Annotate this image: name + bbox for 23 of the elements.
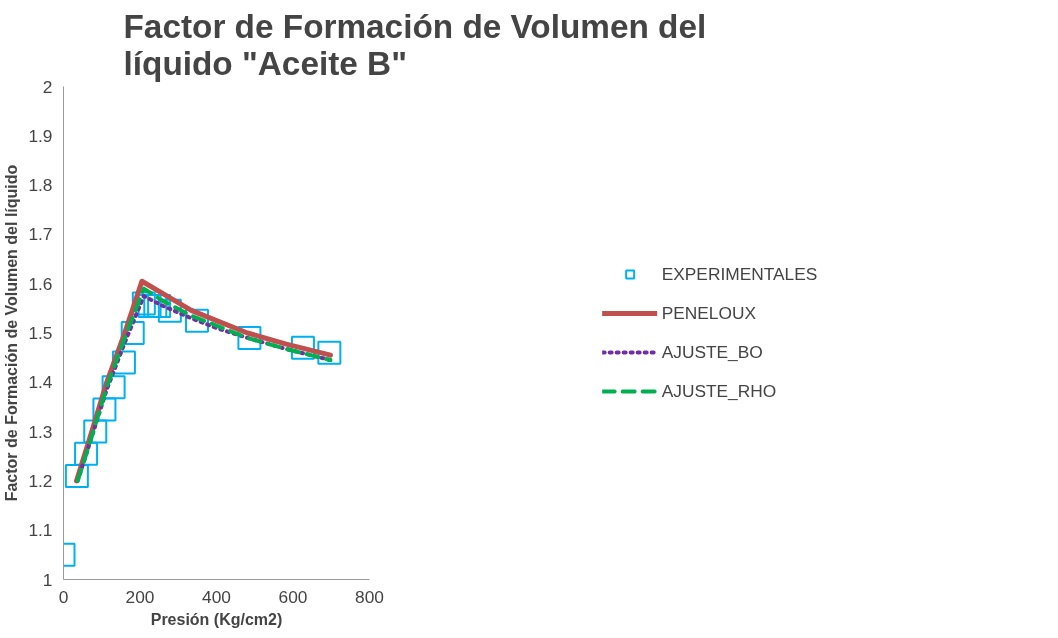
x-tick-label: 600 xyxy=(278,586,308,607)
y-tick-label: 1.7 xyxy=(28,224,53,245)
x-axis-title: Presión (Kg/cm2) xyxy=(150,610,283,628)
y-tick-label: 1.3 xyxy=(28,421,53,442)
y-tick-label: 1.4 xyxy=(28,372,53,393)
legend-label: EXPERIMENTALES xyxy=(661,263,818,285)
y-tick-label: 2 xyxy=(42,76,53,97)
legend-label: AJUSTE_RHO xyxy=(661,380,777,402)
x-tick-label: 800 xyxy=(355,586,384,607)
y-tick-label: 1.1 xyxy=(28,520,53,541)
y-axis-title: Factor de Formación de Volumen del líquido xyxy=(3,164,21,502)
x-tick-label: 200 xyxy=(125,586,155,607)
chart-title: Factor de Formación de Volumen del líquido "Aceite B" xyxy=(123,7,707,82)
y-tick-label: 1 xyxy=(42,569,53,590)
x-tick-label: 400 xyxy=(202,586,231,607)
y-tick-label: 1.8 xyxy=(28,175,53,196)
x-tick-label: 0 xyxy=(58,586,69,607)
y-tick-label: 1.2 xyxy=(28,470,53,491)
y-tick-label: 1.9 xyxy=(28,125,53,146)
y-tick-label: 1.6 xyxy=(28,273,53,294)
legend-label: AJUSTE_BO xyxy=(661,341,763,363)
y-tick-label: 1.5 xyxy=(28,323,53,343)
legend-label: PENELOUX xyxy=(661,302,757,324)
